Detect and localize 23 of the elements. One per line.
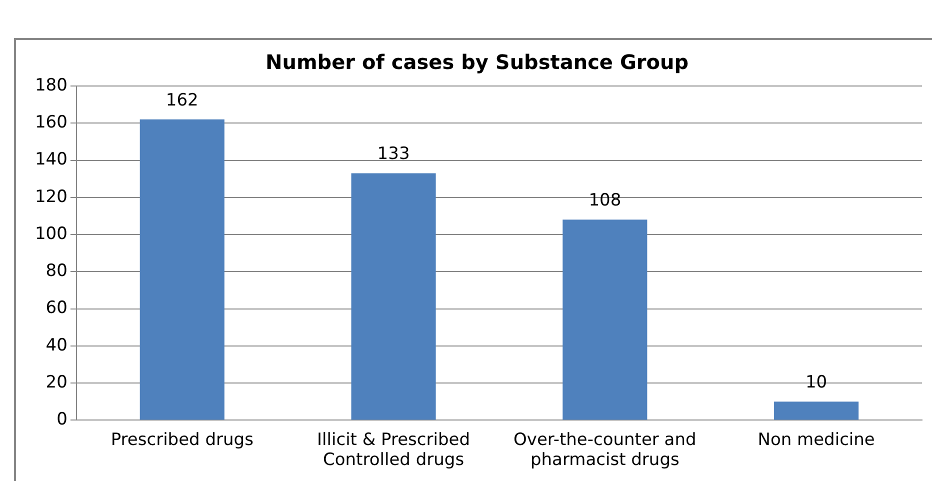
data-label: 10 [805, 372, 828, 393]
x-tick-label: Non medicine [758, 430, 875, 450]
data-label: 108 [588, 190, 622, 211]
data-label: 133 [377, 144, 410, 164]
y-tick-label: 180 [34, 75, 68, 96]
y-tick-label: 40 [46, 335, 68, 356]
x-tick-label: Over-the-counter and pharmacist drugs [514, 430, 696, 470]
y-tick-label: 60 [46, 298, 68, 318]
bar [351, 173, 436, 420]
y-tick-label: 0 [56, 410, 68, 430]
bar [140, 119, 224, 420]
x-tick-label: Prescribed drugs [110, 430, 254, 450]
x-tick-label: Illicit & Prescribed Controlled drugs [317, 430, 470, 470]
chart-title: Number of cases by Substance Group [265, 50, 689, 74]
bar [562, 220, 648, 420]
bar [774, 402, 859, 420]
y-tick-label: 160 [34, 112, 68, 133]
y-tick-label: 120 [34, 186, 68, 207]
y-tick-label: 100 [34, 224, 68, 244]
y-tick-label: 80 [46, 261, 68, 282]
y-tick-label: 140 [34, 150, 68, 170]
data-label: 162 [166, 90, 198, 110]
y-tick-label: 20 [46, 372, 68, 392]
